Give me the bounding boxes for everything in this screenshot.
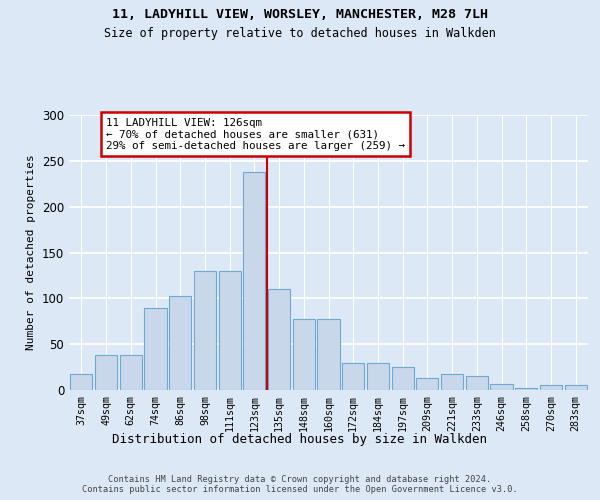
Bar	[169, 296, 191, 390]
Bar	[194, 271, 216, 390]
Y-axis label: Number of detached properties: Number of detached properties	[26, 154, 37, 350]
Bar	[466, 376, 488, 390]
Bar	[342, 362, 364, 390]
Bar	[95, 355, 117, 390]
Bar	[515, 388, 538, 390]
Text: Size of property relative to detached houses in Walkden: Size of property relative to detached ho…	[104, 28, 496, 40]
Bar	[119, 355, 142, 390]
Bar	[293, 318, 315, 390]
Bar	[490, 384, 512, 390]
Bar	[317, 318, 340, 390]
Bar	[367, 362, 389, 390]
Bar	[565, 386, 587, 390]
Bar	[145, 308, 167, 390]
Bar	[540, 386, 562, 390]
Text: 11, LADYHILL VIEW, WORSLEY, MANCHESTER, M28 7LH: 11, LADYHILL VIEW, WORSLEY, MANCHESTER, …	[112, 8, 488, 20]
Bar	[70, 374, 92, 390]
Bar	[243, 172, 265, 390]
Text: Distribution of detached houses by size in Walkden: Distribution of detached houses by size …	[113, 432, 487, 446]
Bar	[441, 374, 463, 390]
Bar	[218, 271, 241, 390]
Bar	[416, 378, 439, 390]
Bar	[268, 289, 290, 390]
Text: 11 LADYHILL VIEW: 126sqm
← 70% of detached houses are smaller (631)
29% of semi-: 11 LADYHILL VIEW: 126sqm ← 70% of detach…	[106, 118, 405, 151]
Text: Contains HM Land Registry data © Crown copyright and database right 2024.
Contai: Contains HM Land Registry data © Crown c…	[82, 474, 518, 494]
Bar	[392, 367, 414, 390]
